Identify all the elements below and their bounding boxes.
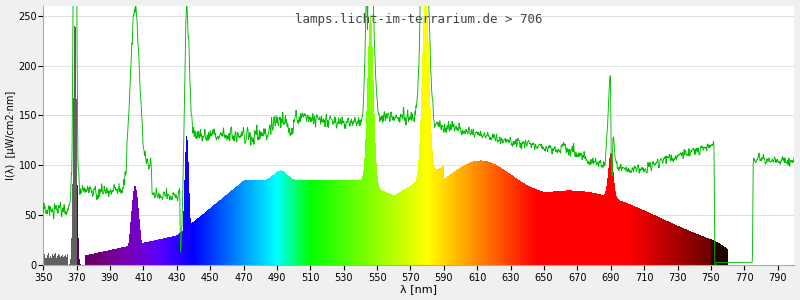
X-axis label: λ [nm]: λ [nm] bbox=[400, 284, 438, 294]
Y-axis label: I(λ)  [µW/cm2·nm]: I(λ) [µW/cm2·nm] bbox=[6, 91, 15, 180]
Text: lamps.licht-im-terrarium.de > 706: lamps.licht-im-terrarium.de > 706 bbox=[295, 14, 542, 26]
